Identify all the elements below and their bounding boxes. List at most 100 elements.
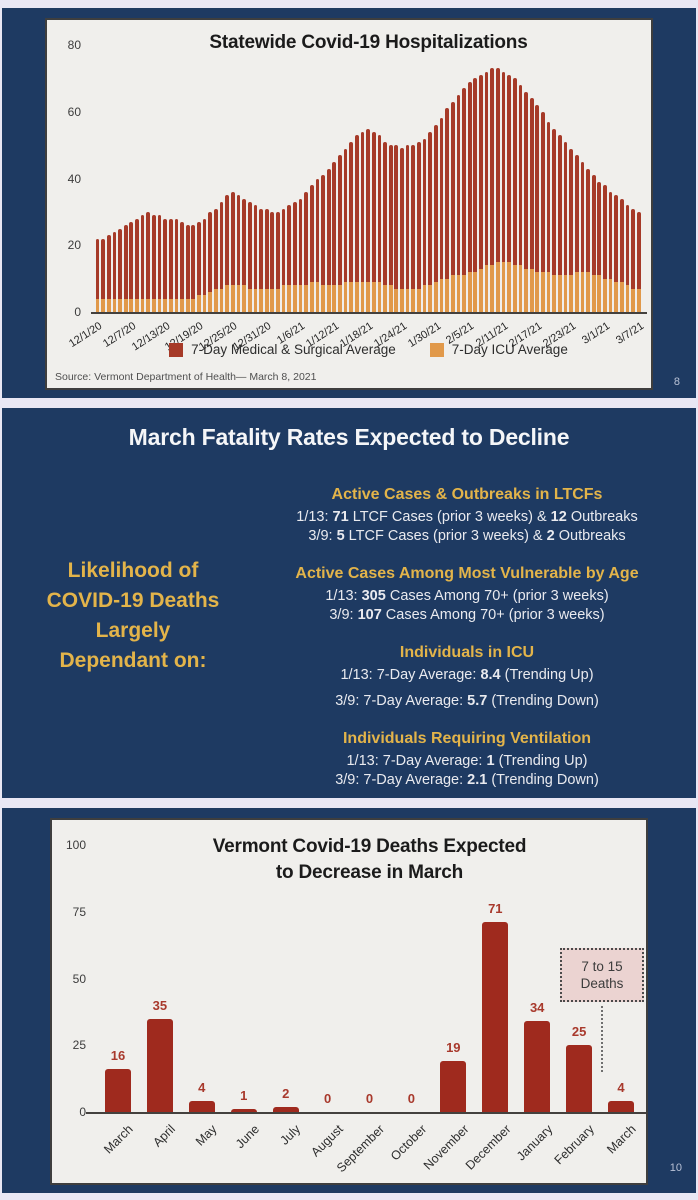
med-surg-segment <box>135 218 139 299</box>
icu-segment <box>343 282 348 312</box>
likelihood-label-line: Largely <box>95 619 171 642</box>
med-surg-segment <box>445 108 449 279</box>
hospitalization-bar <box>501 71 506 312</box>
hospitalization-bar <box>608 191 613 312</box>
hospitalization-bar <box>185 225 190 312</box>
icu-segment <box>276 288 280 312</box>
factor-section: Active Cases Among Most Vulnerable by Ag… <box>242 565 692 624</box>
likelihood-label: Likelihood of COVID-19 Deaths Largely Depen… <box>24 556 242 676</box>
legend-label: 7-Day ICU Average <box>451 342 568 357</box>
med-surg-segment <box>574 155 579 272</box>
med-surg-segment <box>208 211 213 292</box>
hospitalization-bar <box>417 141 421 312</box>
bar-value-label: 4 <box>198 1080 206 1096</box>
icu-segment <box>580 272 585 312</box>
death-bar <box>566 1045 593 1112</box>
x-tick-label: August <box>308 1122 346 1160</box>
med-surg-segment <box>202 218 207 296</box>
factor-section-line: 1/13: 305 Cases Among 70+ (prior 3 weeks… <box>242 587 692 606</box>
text-segment: (Trending Up) <box>500 667 594 683</box>
hospitalization-bar <box>625 205 630 312</box>
bar-value-label: 4 <box>617 1080 625 1096</box>
med-surg-segment <box>315 178 320 282</box>
med-surg-segment <box>338 155 342 286</box>
icu-segment <box>360 282 365 312</box>
med-surg-segment <box>360 131 365 282</box>
likelihood-label-line: Dependant on: <box>59 649 207 672</box>
death-bar <box>482 922 509 1112</box>
hospitalization-bar <box>518 85 523 312</box>
bar-value-label: 71 <box>488 901 503 917</box>
icu-segment <box>140 298 145 312</box>
icu-segment <box>371 282 376 312</box>
med-surg-segment <box>157 215 162 299</box>
hospitalization-bar <box>428 131 433 312</box>
med-surg-segment <box>366 128 370 282</box>
annotation-line-2: Deaths <box>580 976 624 991</box>
slide-fatality-rates: March Fatality Rates Expected to Decline… <box>2 408 696 798</box>
text-segment: 107 <box>357 606 382 623</box>
factor-section: Individuals in ICU 1/13: 7-Day Average: 8… <box>242 644 692 710</box>
hospitalization-bar <box>405 145 410 312</box>
hospitalizations-plot-area <box>95 45 642 312</box>
hospitalization-bar <box>479 75 483 312</box>
med-surg-segment <box>603 185 607 279</box>
icu-segment <box>287 285 292 312</box>
icu-segment <box>236 285 241 312</box>
hospitalization-bar <box>558 135 562 312</box>
icu-segment <box>208 292 213 312</box>
icu-segment <box>495 261 500 312</box>
med-surg-segment <box>507 75 511 262</box>
slide-hospitalizations: Statewide Covid-19 Hospitalizations 0 20 4… <box>2 8 696 398</box>
med-surg-segment <box>428 131 433 286</box>
med-surg-segment <box>518 85 523 266</box>
text-segment: 71 <box>332 509 349 525</box>
hospitalization-bar <box>95 238 100 312</box>
icu-segment <box>247 288 252 312</box>
text-segment: 1 <box>486 753 495 769</box>
med-surg-segment <box>118 228 122 299</box>
med-surg-segment <box>163 218 167 299</box>
bar-value-label: 19 <box>446 1040 461 1056</box>
icu-segment <box>462 275 466 312</box>
hospitalization-bar <box>394 145 399 312</box>
factor-section-line: 1/13: 7-Day Average: 8.4 (Trending Up) <box>242 666 692 685</box>
factor-section: Individuals Requiring Ventilation 1/13: 7… <box>242 730 692 789</box>
deaths-y-axis-labels: 0 25 50 75 100 <box>52 839 92 1118</box>
y-tick-label: 0 <box>74 305 81 319</box>
hospitalization-bar <box>495 68 500 312</box>
text-segment: 3/9: <box>308 527 337 544</box>
hospitalization-bar <box>456 95 461 312</box>
hospitalization-bar <box>338 155 342 312</box>
icu-segment <box>518 265 523 312</box>
hospitalization-bar <box>422 138 427 312</box>
hospitalization-bar <box>168 218 173 312</box>
y-tick-label: 20 <box>67 238 81 253</box>
med-surg-segment <box>400 148 404 289</box>
slide-title: March Fatality Rates Expected to Decline <box>128 424 570 450</box>
legend-swatch-icon <box>169 342 184 357</box>
hospitalization-bar <box>157 215 162 312</box>
hospitalization-bar <box>591 175 596 312</box>
hospitalization-bar <box>112 231 117 312</box>
icu-segment <box>197 295 201 312</box>
hospitalization-bar <box>631 208 636 312</box>
x-tick-label: April <box>150 1122 178 1150</box>
hospitalizations-y-axis-labels: 0 20 40 60 80 <box>47 39 87 318</box>
text-segment: 2.1 <box>467 771 488 788</box>
icu-segment <box>151 298 156 312</box>
deaths-chart-title-line: to Decrease in March <box>275 862 464 883</box>
factor-section-line: 3/9: 107 Cases Among 70+ (prior 3 weeks) <box>242 606 692 625</box>
med-surg-segment <box>625 205 630 286</box>
bar-value-label: 25 <box>571 1024 587 1040</box>
hospitalizations-chart-title: Statewide Covid-19 Hospitalizations <box>209 32 528 53</box>
icu-segment <box>174 298 179 312</box>
factor-section: Active Cases & Outbreaks in LTCFs 1/13: 7… <box>242 486 692 545</box>
med-surg-segment <box>614 195 619 282</box>
hospitalization-bar <box>411 145 416 312</box>
hospitalization-bar <box>603 185 607 312</box>
legend-label: 7-Day Medical & Surgical Average <box>191 342 396 357</box>
med-surg-segment <box>558 135 562 276</box>
hospitalization-bar <box>281 208 286 312</box>
icu-segment <box>112 298 117 312</box>
